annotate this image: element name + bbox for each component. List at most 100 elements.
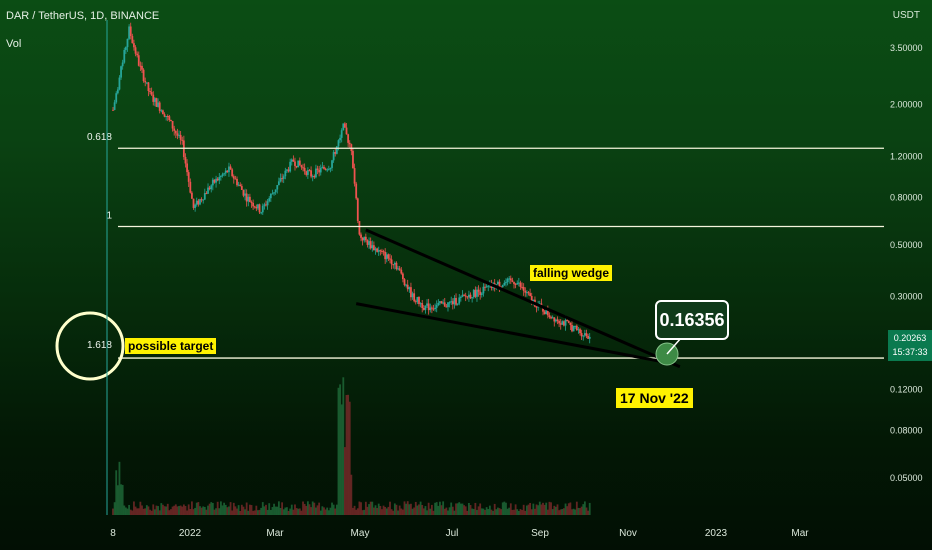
volume-bar [287, 510, 290, 515]
volume-bar [289, 508, 292, 515]
candle-body [564, 320, 567, 326]
volume-bar [411, 508, 414, 515]
current-price-value: 0.20263 [893, 333, 927, 343]
candle-body [297, 160, 300, 168]
candle-body [324, 168, 327, 170]
volume-bar [563, 508, 565, 515]
volume-bar [226, 507, 229, 515]
candle-body [506, 278, 509, 283]
candle-body [166, 115, 169, 117]
volume-bar [182, 504, 185, 515]
volume-bar [472, 508, 475, 515]
candle-body [432, 308, 435, 310]
candle-body [181, 139, 184, 141]
volume-bar [395, 504, 398, 515]
candle-body [387, 254, 390, 259]
candle-body [352, 151, 354, 169]
candle-body [342, 123, 345, 131]
candle-body [369, 241, 372, 249]
volume-bar [187, 504, 190, 515]
volume-bar [522, 504, 525, 515]
candle-body [376, 248, 379, 252]
volume-bar [170, 509, 172, 515]
candle-body [538, 303, 541, 305]
volume-bar [236, 508, 238, 515]
volume-bar [582, 504, 585, 515]
candle-body [199, 199, 201, 205]
volume-bar [572, 508, 575, 515]
candle-body [450, 301, 453, 303]
candle-body [184, 157, 187, 164]
candle-body [289, 161, 292, 172]
volume-bar [145, 505, 148, 515]
volume-bar [124, 507, 127, 515]
volume-bar [482, 508, 485, 515]
volume-bar [390, 509, 393, 515]
volume-bar [492, 510, 494, 515]
candle-body [458, 297, 461, 304]
candle-body [440, 301, 443, 304]
candle-body [331, 160, 333, 168]
volume-bar [480, 508, 483, 515]
volume-bar [479, 503, 482, 515]
volume-bar [116, 485, 119, 515]
volume-bar [221, 505, 224, 515]
volume-bar [468, 502, 470, 515]
target-price-callout: 0.16356 [655, 300, 729, 340]
volume-bar [381, 509, 383, 515]
candle-body [131, 36, 134, 44]
candle-body [240, 186, 243, 190]
candle-body [517, 282, 520, 284]
volume-bar [295, 508, 298, 515]
volume-bar [485, 507, 488, 515]
target-date-label: 17 Nov '22 [616, 388, 693, 408]
volume-bar [410, 503, 412, 515]
y-tick-label: 1.20000 [890, 151, 923, 161]
volume-bar [500, 509, 503, 515]
candle-body [260, 212, 263, 214]
volume-bar [218, 508, 221, 515]
candle-body [250, 201, 253, 203]
candle-body [258, 204, 261, 213]
candle-body [282, 176, 285, 179]
candle-body [356, 198, 359, 222]
candle-body [276, 185, 279, 190]
volume-bar [200, 507, 203, 515]
candle-body [163, 114, 166, 117]
candle-body [215, 178, 217, 183]
candle-body [427, 303, 430, 311]
candle-body [393, 262, 396, 265]
candle-body [424, 305, 427, 310]
volume-bar [313, 502, 316, 515]
volume-bar [153, 509, 156, 515]
volume-bar [266, 509, 269, 515]
candle-body [429, 307, 432, 311]
candle-body [137, 55, 140, 66]
volume-bar [284, 507, 287, 515]
volume-bar [430, 504, 433, 515]
candle-body [435, 305, 438, 308]
y-tick-label: 0.50000 [890, 240, 923, 250]
volume-bar [186, 510, 188, 515]
candle-body [326, 169, 329, 171]
volume-bar [347, 394, 350, 515]
candle-body [306, 170, 309, 175]
x-tick-label: Mar [791, 528, 809, 539]
candle-body [179, 134, 182, 140]
candle-body [400, 269, 403, 274]
volume-bar [400, 508, 403, 515]
candle-body [239, 184, 242, 187]
candle-body [128, 26, 131, 39]
volume-bar [414, 501, 417, 515]
volume-bar [199, 506, 201, 515]
candle-body [468, 294, 470, 298]
candle-body [451, 301, 454, 305]
volume-bar [437, 505, 440, 515]
candle-body [569, 322, 572, 325]
volume-bar [271, 507, 274, 515]
volume-bar [505, 502, 507, 515]
candle-body [385, 254, 388, 260]
candle-body [255, 206, 258, 209]
candle-body [469, 294, 472, 299]
